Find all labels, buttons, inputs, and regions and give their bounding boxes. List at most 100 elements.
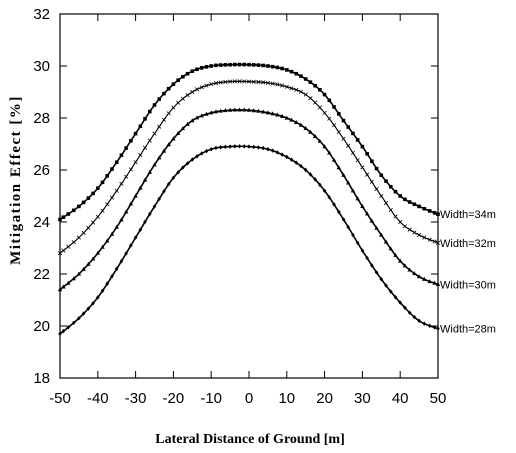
- data-point-marker: [299, 74, 303, 78]
- data-point-marker: [303, 167, 308, 173]
- data-point-marker: [223, 79, 228, 85]
- data-point-marker: [435, 282, 441, 286]
- data-point-marker: [123, 209, 129, 214]
- data-point-marker: [266, 147, 270, 152]
- data-point-marker: [119, 217, 124, 222]
- data-point-marker: [232, 107, 238, 112]
- data-point-marker: [279, 113, 285, 118]
- data-point-marker: [275, 82, 280, 87]
- data-point-marker: [157, 124, 162, 129]
- data-point-marker: [294, 119, 299, 124]
- data-point-marker: [355, 138, 360, 142]
- data-point-marker: [218, 63, 223, 67]
- data-point-marker: [71, 276, 76, 281]
- data-point-marker: [369, 218, 375, 223]
- data-point-marker: [313, 83, 317, 88]
- data-point-marker: [95, 250, 100, 255]
- data-point-marker: [157, 155, 162, 160]
- data-point-marker: [388, 289, 393, 294]
- data-point-marker: [275, 150, 280, 155]
- data-point-marker: [251, 144, 256, 150]
- data-point-marker: [209, 110, 214, 115]
- data-point-marker: [251, 63, 256, 67]
- data-point-marker: [284, 115, 289, 120]
- data-point-marker: [422, 206, 427, 211]
- data-point-marker: [341, 172, 346, 177]
- data-point-marker: [341, 118, 346, 123]
- data-point-marker: [322, 110, 327, 115]
- data-point-marker: [171, 175, 176, 180]
- data-point-marker: [369, 179, 374, 184]
- data-point-marker: [124, 174, 129, 179]
- data-point-marker: [58, 217, 62, 222]
- data-point-marker: [393, 189, 398, 194]
- data-point-marker: [199, 66, 204, 70]
- data-point-marker: [157, 196, 162, 202]
- data-point-marker: [403, 197, 407, 202]
- data-point-marker: [417, 204, 421, 209]
- data-point-marker: [114, 160, 119, 164]
- data-point-marker: [223, 108, 228, 113]
- data-point-marker: [204, 148, 209, 154]
- data-point-marker: [100, 244, 105, 249]
- data-point-marker: [256, 79, 261, 85]
- data-point-marker: [422, 235, 427, 240]
- data-point-marker: [427, 237, 432, 242]
- data-point-marker: [327, 195, 332, 200]
- series-label-width-32m: Width=32m: [440, 238, 496, 250]
- data-point-marker: [247, 62, 251, 67]
- data-point-marker: [61, 215, 66, 219]
- data-point-marker: [407, 200, 412, 204]
- data-point-marker: [322, 188, 327, 193]
- data-point-marker: [95, 214, 100, 219]
- data-point-marker: [365, 151, 369, 156]
- data-point-marker: [204, 65, 209, 69]
- data-point-marker: [96, 186, 100, 190]
- data-point-marker: [190, 69, 195, 73]
- data-point-marker: [237, 107, 242, 112]
- data-point-marker: [388, 246, 393, 251]
- series-label-width-30m: Width=30m: [440, 279, 496, 291]
- data-point-marker: [360, 144, 365, 149]
- data-point-marker: [81, 266, 86, 271]
- data-point-marker: [280, 66, 284, 71]
- data-point-marker: [218, 80, 223, 85]
- data-point-marker: [133, 131, 138, 136]
- data-point-marker: [214, 145, 218, 151]
- series-label-width-34m: Width=34m: [440, 209, 496, 221]
- data-point-marker: [270, 111, 275, 116]
- data-point-marker: [402, 224, 408, 229]
- data-point-marker: [114, 266, 119, 271]
- data-point-marker: [270, 64, 275, 69]
- data-point-marker: [81, 311, 86, 316]
- data-point-marker: [412, 271, 417, 276]
- data-point-marker: [190, 118, 195, 123]
- data-point-marker: [246, 79, 252, 84]
- data-point-marker: [66, 325, 71, 330]
- data-point-marker: [346, 224, 351, 230]
- data-point-marker: [61, 328, 66, 334]
- data-point-marker: [285, 68, 289, 72]
- data-point-marker: [403, 305, 407, 310]
- data-point-marker: [152, 204, 157, 209]
- data-point-marker: [289, 157, 294, 162]
- data-point-marker: [147, 138, 152, 143]
- data-point-marker: [128, 167, 133, 172]
- data-point-marker: [436, 326, 440, 331]
- data-point-marker: [218, 108, 223, 113]
- data-point-marker: [228, 62, 232, 67]
- data-point-marker: [360, 248, 365, 253]
- y-tick-label: 18: [33, 370, 50, 387]
- data-point-marker: [194, 87, 200, 92]
- data-point-marker: [417, 318, 421, 323]
- data-point-marker: [119, 258, 124, 264]
- data-point-marker: [308, 172, 313, 177]
- data-point-marker: [322, 144, 327, 149]
- data-point-marker: [190, 157, 195, 162]
- data-point-marker: [370, 159, 374, 164]
- data-point-marker: [138, 124, 143, 129]
- data-point-marker: [346, 180, 351, 185]
- data-point-marker: [350, 150, 356, 156]
- data-point-marker: [209, 147, 213, 152]
- data-point-marker: [157, 97, 162, 101]
